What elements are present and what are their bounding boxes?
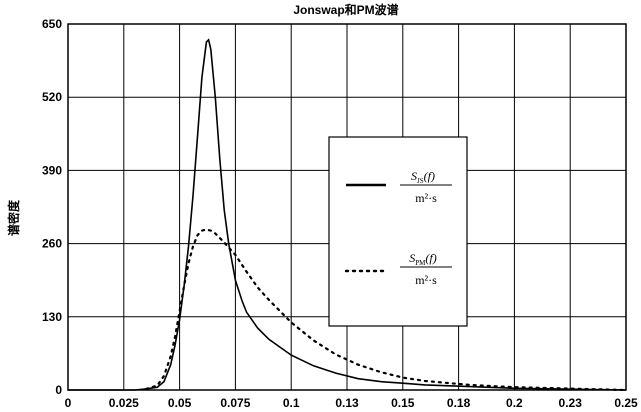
series-layer bbox=[68, 38, 628, 392]
x-tick-label: 0.2 bbox=[506, 396, 523, 410]
legend-label-pm: SPM(f) bbox=[409, 251, 436, 267]
x-tick-label: 0.23 bbox=[559, 396, 583, 410]
y-axis-label: 谱密度 bbox=[6, 199, 21, 236]
chart-title: Jonswap和PM波谱 bbox=[293, 2, 398, 17]
x-tick-label: 0 bbox=[65, 396, 72, 410]
x-tick-label: 0.05 bbox=[168, 396, 192, 410]
x-tick-label: 0.18 bbox=[447, 396, 471, 410]
tick-labels: 0 0.025 0.05 0.075 0.1 0.13 0.15 0.18 0.2 0.23 0.2… bbox=[42, 17, 638, 410]
legend-unit-js: m²·s bbox=[415, 191, 437, 205]
legend-label-js: SJS(f) bbox=[411, 169, 435, 185]
x-tick-label: 0.25 bbox=[614, 396, 638, 410]
y-tick-label: 260 bbox=[42, 237, 62, 251]
x-tick-label: 0.075 bbox=[220, 396, 250, 410]
y-tick-label: 390 bbox=[42, 163, 62, 177]
legend: SJS(f) m²·s SPM(f) m²·s bbox=[328, 136, 468, 327]
y-tick-label: 650 bbox=[42, 17, 62, 31]
x-tick-label: 0.1 bbox=[283, 396, 300, 410]
x-tick-label: 0.13 bbox=[335, 396, 359, 410]
x-tick-label: 0.15 bbox=[391, 396, 415, 410]
y-tick-label: 520 bbox=[42, 90, 62, 104]
legend-box bbox=[328, 136, 468, 327]
y-tick-label: 130 bbox=[42, 310, 62, 324]
legend-unit-pm: m²·s bbox=[415, 273, 437, 287]
x-tick-label: 0.025 bbox=[109, 396, 139, 410]
series-js-line bbox=[68, 38, 627, 391]
series-pm-line bbox=[145, 228, 628, 392]
plot-frame bbox=[67, 23, 627, 391]
y-tick-label: 0 bbox=[55, 383, 62, 397]
